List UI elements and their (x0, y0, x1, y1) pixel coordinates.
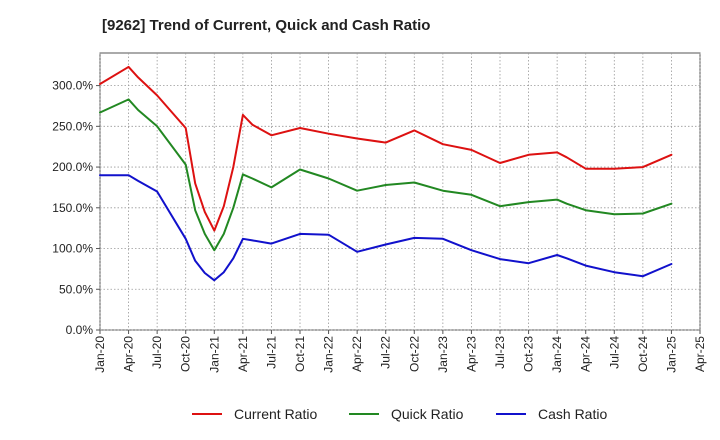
x-tick-label: Apr-25 (693, 336, 707, 372)
x-tick-label: Oct-21 (293, 336, 307, 372)
x-tick-label: Apr-22 (350, 336, 364, 372)
legend-label: Current Ratio (234, 406, 317, 422)
x-tick-label: Oct-22 (407, 336, 421, 372)
series-line-current-ratio (99, 65, 673, 232)
y-tick-label: 200.0% (52, 160, 93, 174)
grid-lines (99, 53, 701, 331)
x-tick-label: Jan-24 (550, 336, 564, 373)
series-line-quick-ratio (99, 98, 673, 252)
x-tick-label: Jul-21 (264, 336, 278, 369)
x-axis: Jan-20 Apr-20 Jul-20 Oct-20 Jan-21 Apr-21 Jul-… (93, 330, 707, 373)
x-tick-label: Jan-20 (93, 336, 107, 373)
x-tick-label: Oct-23 (522, 336, 536, 372)
y-axis: 0.0% 50.0% 100.0% 150.0% 200.0% 250.0% 300.0% (52, 79, 100, 337)
chart-title: [9262] Trend of Current, Quick and Cash … (102, 17, 430, 34)
x-tick-label: Apr-23 (464, 336, 478, 372)
plot-area (99, 52, 701, 331)
x-tick-label: Jan-22 (322, 336, 336, 373)
x-tick-label: Jul-20 (150, 336, 164, 369)
legend-label: Quick Ratio (391, 406, 464, 422)
y-tick-label: 50.0% (59, 282, 93, 296)
y-tick-label: 100.0% (52, 242, 93, 256)
x-tick-label: Apr-21 (236, 336, 250, 372)
x-tick-label: Jan-23 (436, 336, 450, 373)
y-tick-label: 250.0% (52, 119, 93, 133)
y-tick-label: 0.0% (66, 323, 94, 337)
x-tick-label: Apr-24 (579, 336, 593, 372)
legend-label: Cash Ratio (538, 406, 607, 422)
legend: Current Ratio Quick Ratio Cash Ratio (192, 406, 607, 422)
x-tick-label: Jan-21 (207, 336, 221, 373)
series-line-cash-ratio (99, 174, 673, 282)
x-tick-label: Jan-25 (664, 336, 678, 373)
y-tick-label: 300.0% (52, 79, 93, 93)
x-tick-label: Jul-22 (379, 336, 393, 369)
x-tick-label: Jul-23 (493, 336, 507, 369)
series-lines (99, 65, 673, 282)
x-tick-label: Jul-24 (607, 336, 621, 369)
x-tick-label: Apr-20 (122, 336, 136, 372)
y-tick-label: 150.0% (52, 201, 93, 215)
x-tick-label: Oct-24 (636, 336, 650, 372)
x-tick-label: Oct-20 (179, 336, 193, 372)
